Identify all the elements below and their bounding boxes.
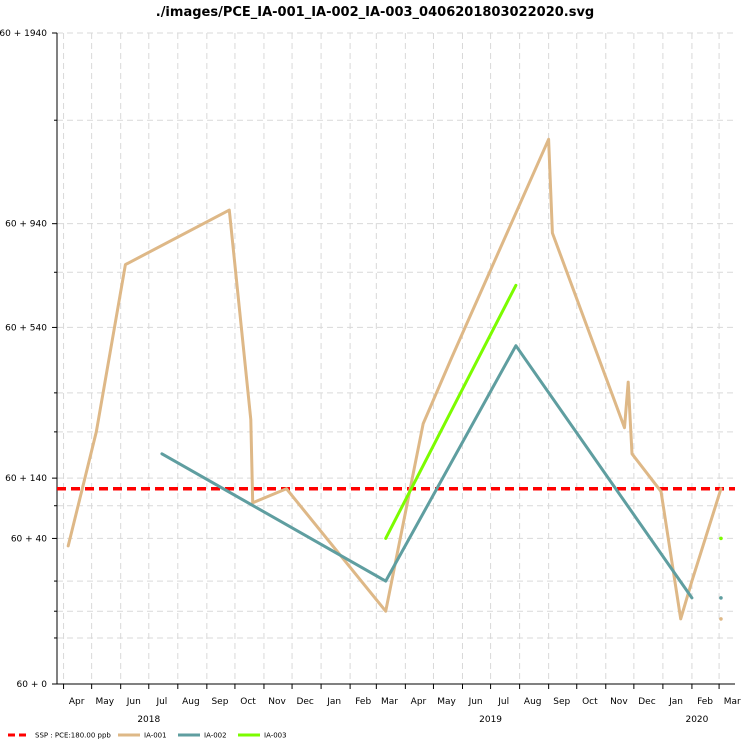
- legend-ia001-label: IA-001: [144, 732, 167, 740]
- y-tick-label: 60 + 0: [17, 680, 48, 690]
- x-tick-label: Dec: [638, 697, 655, 707]
- legend-threshold-label: SSP : PCE:180.00 ppb: [35, 732, 111, 740]
- axes: [52, 32, 735, 689]
- x-tick-label: Aug: [182, 697, 200, 707]
- series-point-ia-001: [719, 617, 723, 621]
- x-tick-labels: Apr May Jun Jul Aug Sep Oct Nov Dec Jan Feb Mar Apr M…: [69, 697, 741, 725]
- x-year-label: 2018: [137, 715, 160, 725]
- x-year-label: 2019: [479, 715, 502, 725]
- x-tick-label: Jul: [155, 697, 167, 707]
- y-tick-label: 60 + 140: [5, 474, 47, 484]
- x-tick-label: Nov: [268, 697, 286, 707]
- x-tick-label: Aug: [524, 697, 542, 707]
- series-point-ia-003: [719, 536, 723, 541]
- legend-ia003-label: IA-003: [264, 732, 287, 740]
- series-line-ia-003: [384, 283, 518, 540]
- x-tick-label: Apr: [411, 697, 427, 707]
- x-tick-label: Oct: [240, 697, 256, 707]
- x-tick-label: Feb: [355, 697, 371, 707]
- series-line-ia-001: [66, 137, 723, 621]
- x-tick-label: Jul: [497, 697, 509, 707]
- x-tick-label: May: [437, 697, 456, 707]
- series-point-ia-002: [719, 596, 723, 600]
- series-group: [66, 137, 723, 621]
- x-tick-label: May: [95, 697, 114, 707]
- x-tick-label: Jun: [468, 697, 483, 707]
- y-tick-label: 60 + 40: [11, 534, 47, 544]
- x-tick-label: Mar: [381, 697, 398, 707]
- y-tick-label: 60 + 940: [5, 220, 47, 230]
- x-tick-label: Sep: [553, 697, 570, 707]
- legend-ia002-label: IA-002: [204, 732, 227, 740]
- x-tick-label: Apr: [69, 697, 85, 707]
- x-tick-label: Oct: [582, 697, 598, 707]
- x-year-label: 2020: [685, 715, 708, 725]
- series-line-ia-002: [160, 344, 694, 600]
- y-tick-labels: 60 + 1940 60 + 940 60 + 540 60 + 140 60 + 40…: [0, 29, 47, 690]
- x-tick-label: Jun: [126, 697, 141, 707]
- x-tick-label: Jan: [326, 697, 341, 707]
- grid: [57, 32, 735, 684]
- y-tick-label: 60 + 540: [5, 323, 47, 333]
- legend: SSP : PCE:180.00 ppb IA-001 IA-002 IA-00…: [8, 732, 287, 740]
- x-tick-label: Jan: [668, 697, 683, 707]
- x-tick-label: Nov: [610, 697, 628, 707]
- y-tick-label: 60 + 1940: [0, 29, 47, 39]
- x-tick-label: Sep: [211, 697, 228, 707]
- x-tick-label: Dec: [296, 697, 313, 707]
- chart-title: ./images/PCE_IA-001_IA-002_IA-003_040620…: [156, 5, 595, 20]
- x-tick-label: Mar: [724, 697, 741, 707]
- x-tick-label: Feb: [697, 697, 713, 707]
